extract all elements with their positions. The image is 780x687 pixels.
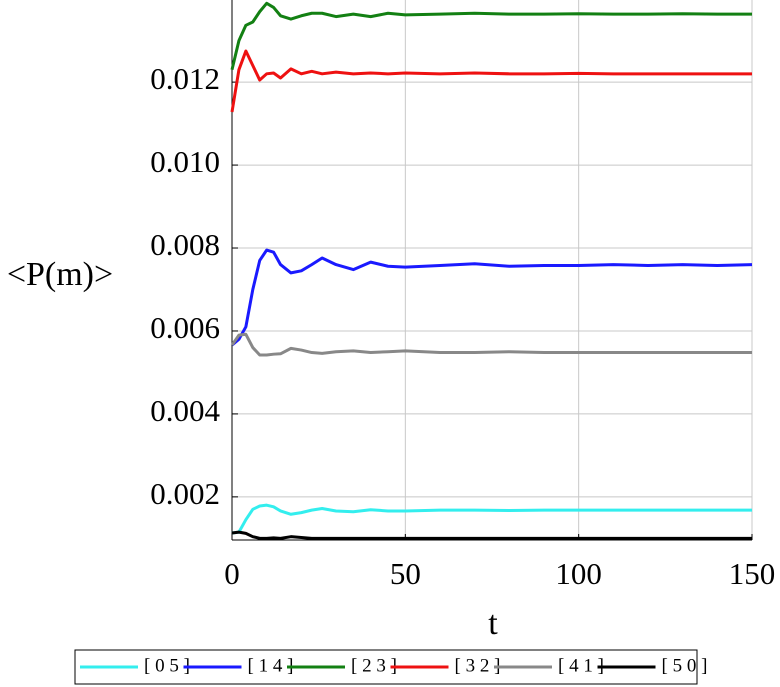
y-tick-label: 0.008 bbox=[150, 227, 220, 262]
legend-label: [ 1 4 ] bbox=[248, 655, 294, 676]
legend-label: [ 3 2 ] bbox=[455, 655, 501, 676]
x-tick-label: 100 bbox=[555, 556, 602, 591]
legend-label: [ 5 0 ] bbox=[662, 655, 708, 676]
series-line bbox=[231, 503, 752, 535]
x-tick-label: 0 bbox=[224, 556, 240, 591]
y-tick-label: 0.006 bbox=[150, 310, 220, 345]
y-tick-label: 0.004 bbox=[150, 393, 220, 428]
series-line bbox=[230, 49, 752, 113]
x-axis-label: t bbox=[488, 605, 498, 642]
series-line bbox=[231, 530, 752, 540]
legend-label: [ 2 3 ] bbox=[351, 655, 397, 676]
series-line bbox=[230, 1, 752, 71]
y-axis-label: <P(m)> bbox=[7, 256, 113, 293]
series-line bbox=[230, 332, 752, 357]
x-tick-label: 150 bbox=[729, 556, 776, 591]
legend-label: [ 4 1 ] bbox=[558, 655, 604, 676]
y-tick-label: 0.010 bbox=[150, 144, 220, 179]
x-tick-label: 50 bbox=[390, 556, 421, 591]
legend-label: [ 0 5 ] bbox=[144, 655, 190, 676]
y-tick-label: 0.012 bbox=[150, 61, 220, 96]
series-line bbox=[231, 248, 753, 347]
y-tick-label: 0.002 bbox=[150, 476, 220, 511]
legend-box bbox=[74, 649, 698, 685]
